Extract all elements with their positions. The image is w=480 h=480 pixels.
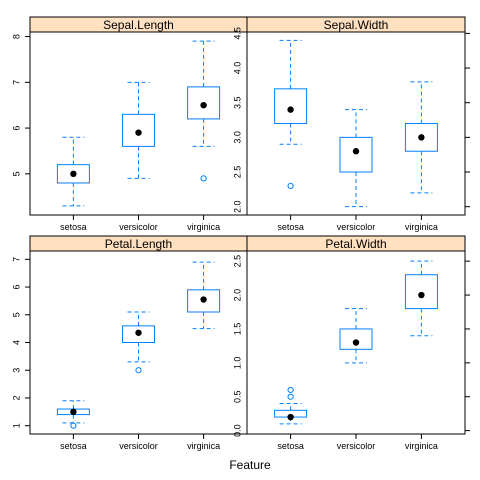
y-tick-label-sepal-width: 3.5 [232,96,242,109]
y-tick-label-petal-width: 1.5 [232,323,242,336]
strip-label-petal-width: Petal.Width [325,237,386,251]
y-tick-label-petal-length: 3 [11,368,21,373]
box-petal-length-virginica [187,261,221,330]
median-dot [70,170,77,178]
y-tick-label-petal-width: 1.0 [232,357,242,370]
box-petal-width-setosa [274,386,308,425]
iqr-box [122,113,155,147]
iqr-box [404,274,438,310]
x-tick-label-petal-width-setosa: setosa [277,441,304,451]
median-dot [70,408,77,416]
median-dot [200,102,207,109]
x-tick-label-petal-width-versicolor: versicolor [337,441,376,451]
x-tick-label-petal-length-versicolor: versicolor [119,441,158,451]
x-axis-label: Feature [229,458,271,472]
iqr-box [187,86,221,120]
x-tick-label-sepal-length-virginica: virginica [187,222,220,232]
strip-label-sepal-width: Sepal.Width [324,18,389,32]
box-petal-width-versicolor [339,308,373,364]
y-tick-label-sepal-length: 5 [11,171,21,176]
y-tick-label-sepal-width: 4.5 [232,27,242,40]
x-tick-label-sepal-width-versicolor: versicolor [337,222,376,232]
box-sepal-length-virginica [187,40,221,182]
median-dot [418,134,425,141]
strip-label-petal-length: Petal.Length [105,237,172,251]
median-dot [135,129,142,136]
y-tick-label-sepal-width: 2.5 [232,166,242,179]
box-sepal-length-versicolor [122,81,155,179]
y-tick-label-petal-length: 7 [11,257,21,262]
box-petal-width-virginica [404,260,438,337]
median-dot [287,106,294,113]
x-tick-label-petal-length-setosa: setosa [60,441,87,451]
iqr-box [122,325,155,344]
iqr-box [404,123,438,152]
box-sepal-width-virginica [404,81,438,194]
y-tick-label-petal-length: 2 [11,395,21,400]
median-dot [352,148,360,155]
x-tick-label-sepal-width-virginica: virginica [405,222,438,232]
y-tick-label-petal-length: 5 [11,312,21,317]
y-tick-label-petal-width: 2.5 [232,255,242,268]
panel-petal-width: Petal.Width 0.0 0.5 1.0 1.5 2.0 2.5 setosa versi… [232,235,470,451]
panel-sepal-width: Sepal.Width 2.0 2.5 3.0 3.5 4.0 4.5 setosa versi… [232,16,470,232]
panel-petal-length: Petal.Length 1 2 3 4 5 6 7 setosa versicolor virgi… [11,235,248,451]
y-tick-label-sepal-width: 4.0 [232,62,242,75]
median-dot [287,413,294,421]
x-tick-label-petal-width-virginica: virginica [405,441,438,451]
box-sepal-width-versicolor [339,109,373,208]
box-sepal-width-setosa [274,39,308,189]
y-tick-label-petal-width: 0.5 [232,390,242,403]
y-tick-label-sepal-length: 6 [11,126,21,131]
iqr-box [339,136,373,173]
y-tick-label-petal-length: 4 [11,340,21,345]
iqr-box [56,164,90,184]
panel-frame-sepal-length [29,31,248,216]
iqr-box [187,289,221,313]
panel-sepal-length: Sepal.Length 5 6 7 8 setosa versicolor virginic… [11,16,248,232]
strip-label-sepal-length: Sepal.Length [103,18,174,32]
box-petal-length-versicolor [122,311,155,374]
x-tick-label-petal-length-virginica: virginica [187,441,220,451]
y-tick-label-sepal-width: 2.0 [232,200,242,213]
outlier-point [135,367,142,374]
median-dot [135,329,142,336]
x-tick-label-sepal-width-setosa: setosa [277,222,304,232]
y-tick-label-petal-length: 1 [11,423,21,428]
outlier-point [287,182,294,189]
outlier-point [287,386,294,394]
y-tick-label-petal-length: 6 [11,285,21,290]
median-dot [200,296,207,303]
y-tick-label-petal-width: 2.0 [232,289,242,302]
x-tick-label-sepal-length-setosa: setosa [60,222,87,232]
y-tick-label-sepal-width: 3.0 [232,131,242,144]
median-dot [352,339,360,346]
x-tick-label-sepal-length-versicolor: versicolor [119,222,158,232]
y-tick-label-sepal-length: 8 [11,34,21,39]
y-tick-label-sepal-length: 7 [11,80,21,85]
iqr-box [339,328,373,350]
median-dot [418,291,425,299]
box-petal-length-setosa [56,400,90,429]
box-sepal-length-setosa [56,136,90,207]
iqr-box [274,88,308,125]
outlier-point [287,393,294,400]
outlier-point [200,175,207,182]
outlier-point [70,422,77,429]
y-tick-label-petal-width: 0.0 [232,424,242,437]
